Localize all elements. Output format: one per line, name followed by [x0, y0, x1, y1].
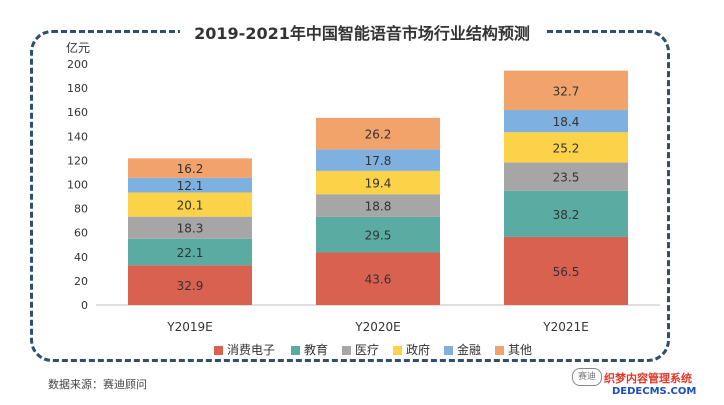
bar-segment: [316, 149, 440, 171]
legend-swatch: [342, 346, 351, 355]
bar-segment: [504, 70, 628, 111]
bar-segment: [504, 236, 628, 305]
watermark-title: 织梦内容管理系统: [604, 372, 692, 385]
data-label: 18.4: [553, 115, 580, 129]
bar-segment: [316, 170, 440, 195]
legend-label: 消费电子: [227, 343, 275, 357]
bar-segment: [316, 194, 440, 217]
legend-swatch: [444, 346, 453, 355]
data-label: 32.9: [177, 279, 204, 293]
bar-segment: [128, 158, 252, 178]
watermark-brand: 赛迪 织梦内容管理系统 DEDECMS.COM: [572, 366, 720, 402]
x-tick-label: Y2021E: [542, 320, 588, 334]
y-tick-label: 40: [74, 251, 88, 264]
y-tick-label: 80: [74, 203, 88, 216]
y-tick-label: 180: [67, 82, 88, 95]
bar-segment: [316, 117, 440, 150]
y-tick-label: 200: [67, 58, 88, 71]
data-label: 16.2: [177, 162, 204, 176]
legend-label: 医疗: [355, 343, 379, 357]
data-label: 56.5: [553, 265, 580, 279]
bar-segment: [128, 177, 252, 193]
data-label: 20.1: [177, 199, 204, 213]
legend-swatch: [291, 346, 300, 355]
bar-segment: [504, 132, 628, 163]
data-label: 26.2: [365, 128, 392, 142]
watermark-badge: 赛迪: [572, 368, 602, 386]
data-label: 19.4: [365, 177, 392, 191]
bar-segment: [504, 162, 628, 191]
y-axis-label: 亿元: [66, 40, 90, 55]
data-label: 18.3: [177, 222, 204, 236]
data-label: 38.2: [553, 208, 580, 222]
y-tick-label: 140: [67, 130, 88, 143]
chart-title: 2019-2021年中国智能语音市场行业结构预测: [0, 20, 724, 44]
x-tick-label: Y2020E: [354, 320, 400, 334]
y-tick-label: 0: [81, 299, 88, 312]
y-tick-label: 100: [67, 179, 88, 192]
data-label: 23.5: [553, 171, 580, 185]
y-tick-label: 160: [67, 106, 88, 119]
bar-segment: [128, 192, 252, 217]
y-tick-label: 60: [74, 227, 88, 240]
legend-swatch: [495, 346, 504, 355]
bar-segment: [128, 238, 252, 266]
legend-label: 教育: [304, 342, 328, 357]
bar-segment: [128, 265, 252, 305]
bar-segment: [128, 216, 252, 239]
legend-swatch: [393, 346, 402, 355]
data-label: 17.8: [365, 154, 392, 168]
watermark-domain: DEDECMS.COM: [612, 386, 697, 397]
bar-segment: [316, 252, 440, 305]
data-label: 22.1: [177, 246, 204, 260]
data-label: 29.5: [365, 229, 392, 243]
data-label: 12.1: [177, 179, 204, 193]
data-label: 32.7: [553, 84, 580, 98]
legend-label: 其他: [508, 343, 532, 357]
data-label: 25.2: [553, 141, 580, 155]
legend-swatch: [214, 346, 223, 355]
bar-segment: [504, 190, 628, 237]
legend-label: 政府: [406, 342, 430, 357]
source-note: 数据来源：赛迪顾问: [48, 378, 147, 391]
data-label: 18.8: [365, 200, 392, 214]
bar-segment: [316, 216, 440, 253]
y-tick-label: 120: [67, 154, 88, 167]
y-tick-label: 20: [74, 275, 88, 288]
x-tick-label: Y2019E: [166, 320, 212, 334]
bar-segment: [504, 110, 628, 133]
data-label: 43.6: [365, 273, 392, 287]
legend-label: 金融: [457, 342, 481, 357]
